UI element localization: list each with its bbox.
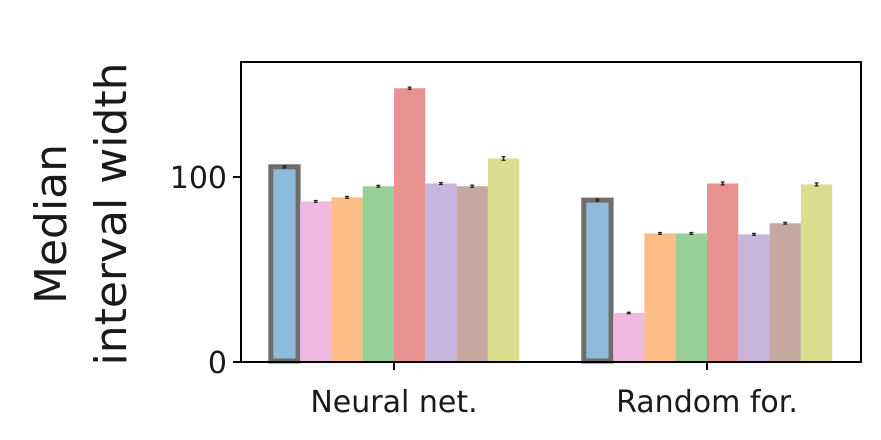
bar-series-5-1: [738, 234, 770, 362]
x-axis-ticks: Neural net. Random for.: [310, 362, 798, 420]
bar-series-3-0: [362, 186, 394, 362]
bar-series-5-0: [425, 183, 457, 362]
bar-series-7-1: [800, 184, 833, 362]
bar-series-1-1: [613, 312, 645, 362]
y-axis-ticks: 0 100: [170, 161, 241, 381]
bar-series-4-0: [394, 88, 426, 362]
bar-series-3-1: [675, 233, 707, 362]
y-axis-label-line-2: interval width: [86, 62, 137, 365]
bar-series-6-1: [769, 223, 801, 362]
x-tick-label-0: Neural net.: [310, 385, 477, 420]
bar-series-6-0: [456, 186, 488, 362]
plot-frame: [240, 61, 862, 363]
bar-series-0-1: [581, 197, 614, 364]
bar-series-7-0: [487, 158, 520, 362]
bar-series-2-1: [644, 233, 676, 362]
bar-series-1-0: [300, 201, 332, 362]
bar-series-0-0: [268, 164, 301, 364]
y-tick-label-1: 100: [170, 161, 227, 196]
y-axis-label: Median interval width: [26, 62, 137, 365]
x-tick-label-1: Random for.: [616, 385, 798, 420]
y-tick-label-0: 0: [208, 346, 227, 381]
bar-series-2-0: [331, 197, 363, 362]
bars-layer: [268, 88, 833, 364]
error-bars-layer: [282, 86, 819, 315]
y-axis-label-line-1: Median: [26, 144, 77, 304]
bar-series-4-1: [707, 183, 739, 362]
